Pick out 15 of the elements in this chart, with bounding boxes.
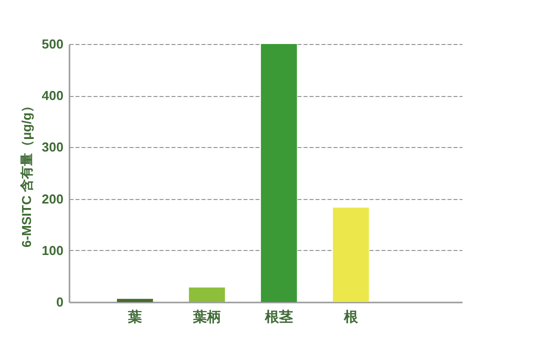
bar [260,44,297,302]
y-tick-label: 0 [56,294,64,310]
x-tick-label: 葉 [126,308,142,324]
bar [332,208,369,302]
bar [116,298,153,302]
y-tick-label: 100 [42,242,64,258]
y-axis-title: 6-MSITC 含有量（μg/g） [18,99,34,248]
y-tick-label: 400 [42,88,64,104]
bar [188,288,225,302]
y-tick-label: 500 [42,36,64,52]
y-tick-label: 200 [42,191,64,206]
x-tick-label: 葉柄 [192,308,221,324]
x-tick-label: 根茎 [264,308,293,324]
y-tick-label: 300 [42,140,64,155]
x-tick-label: 根 [342,308,359,324]
